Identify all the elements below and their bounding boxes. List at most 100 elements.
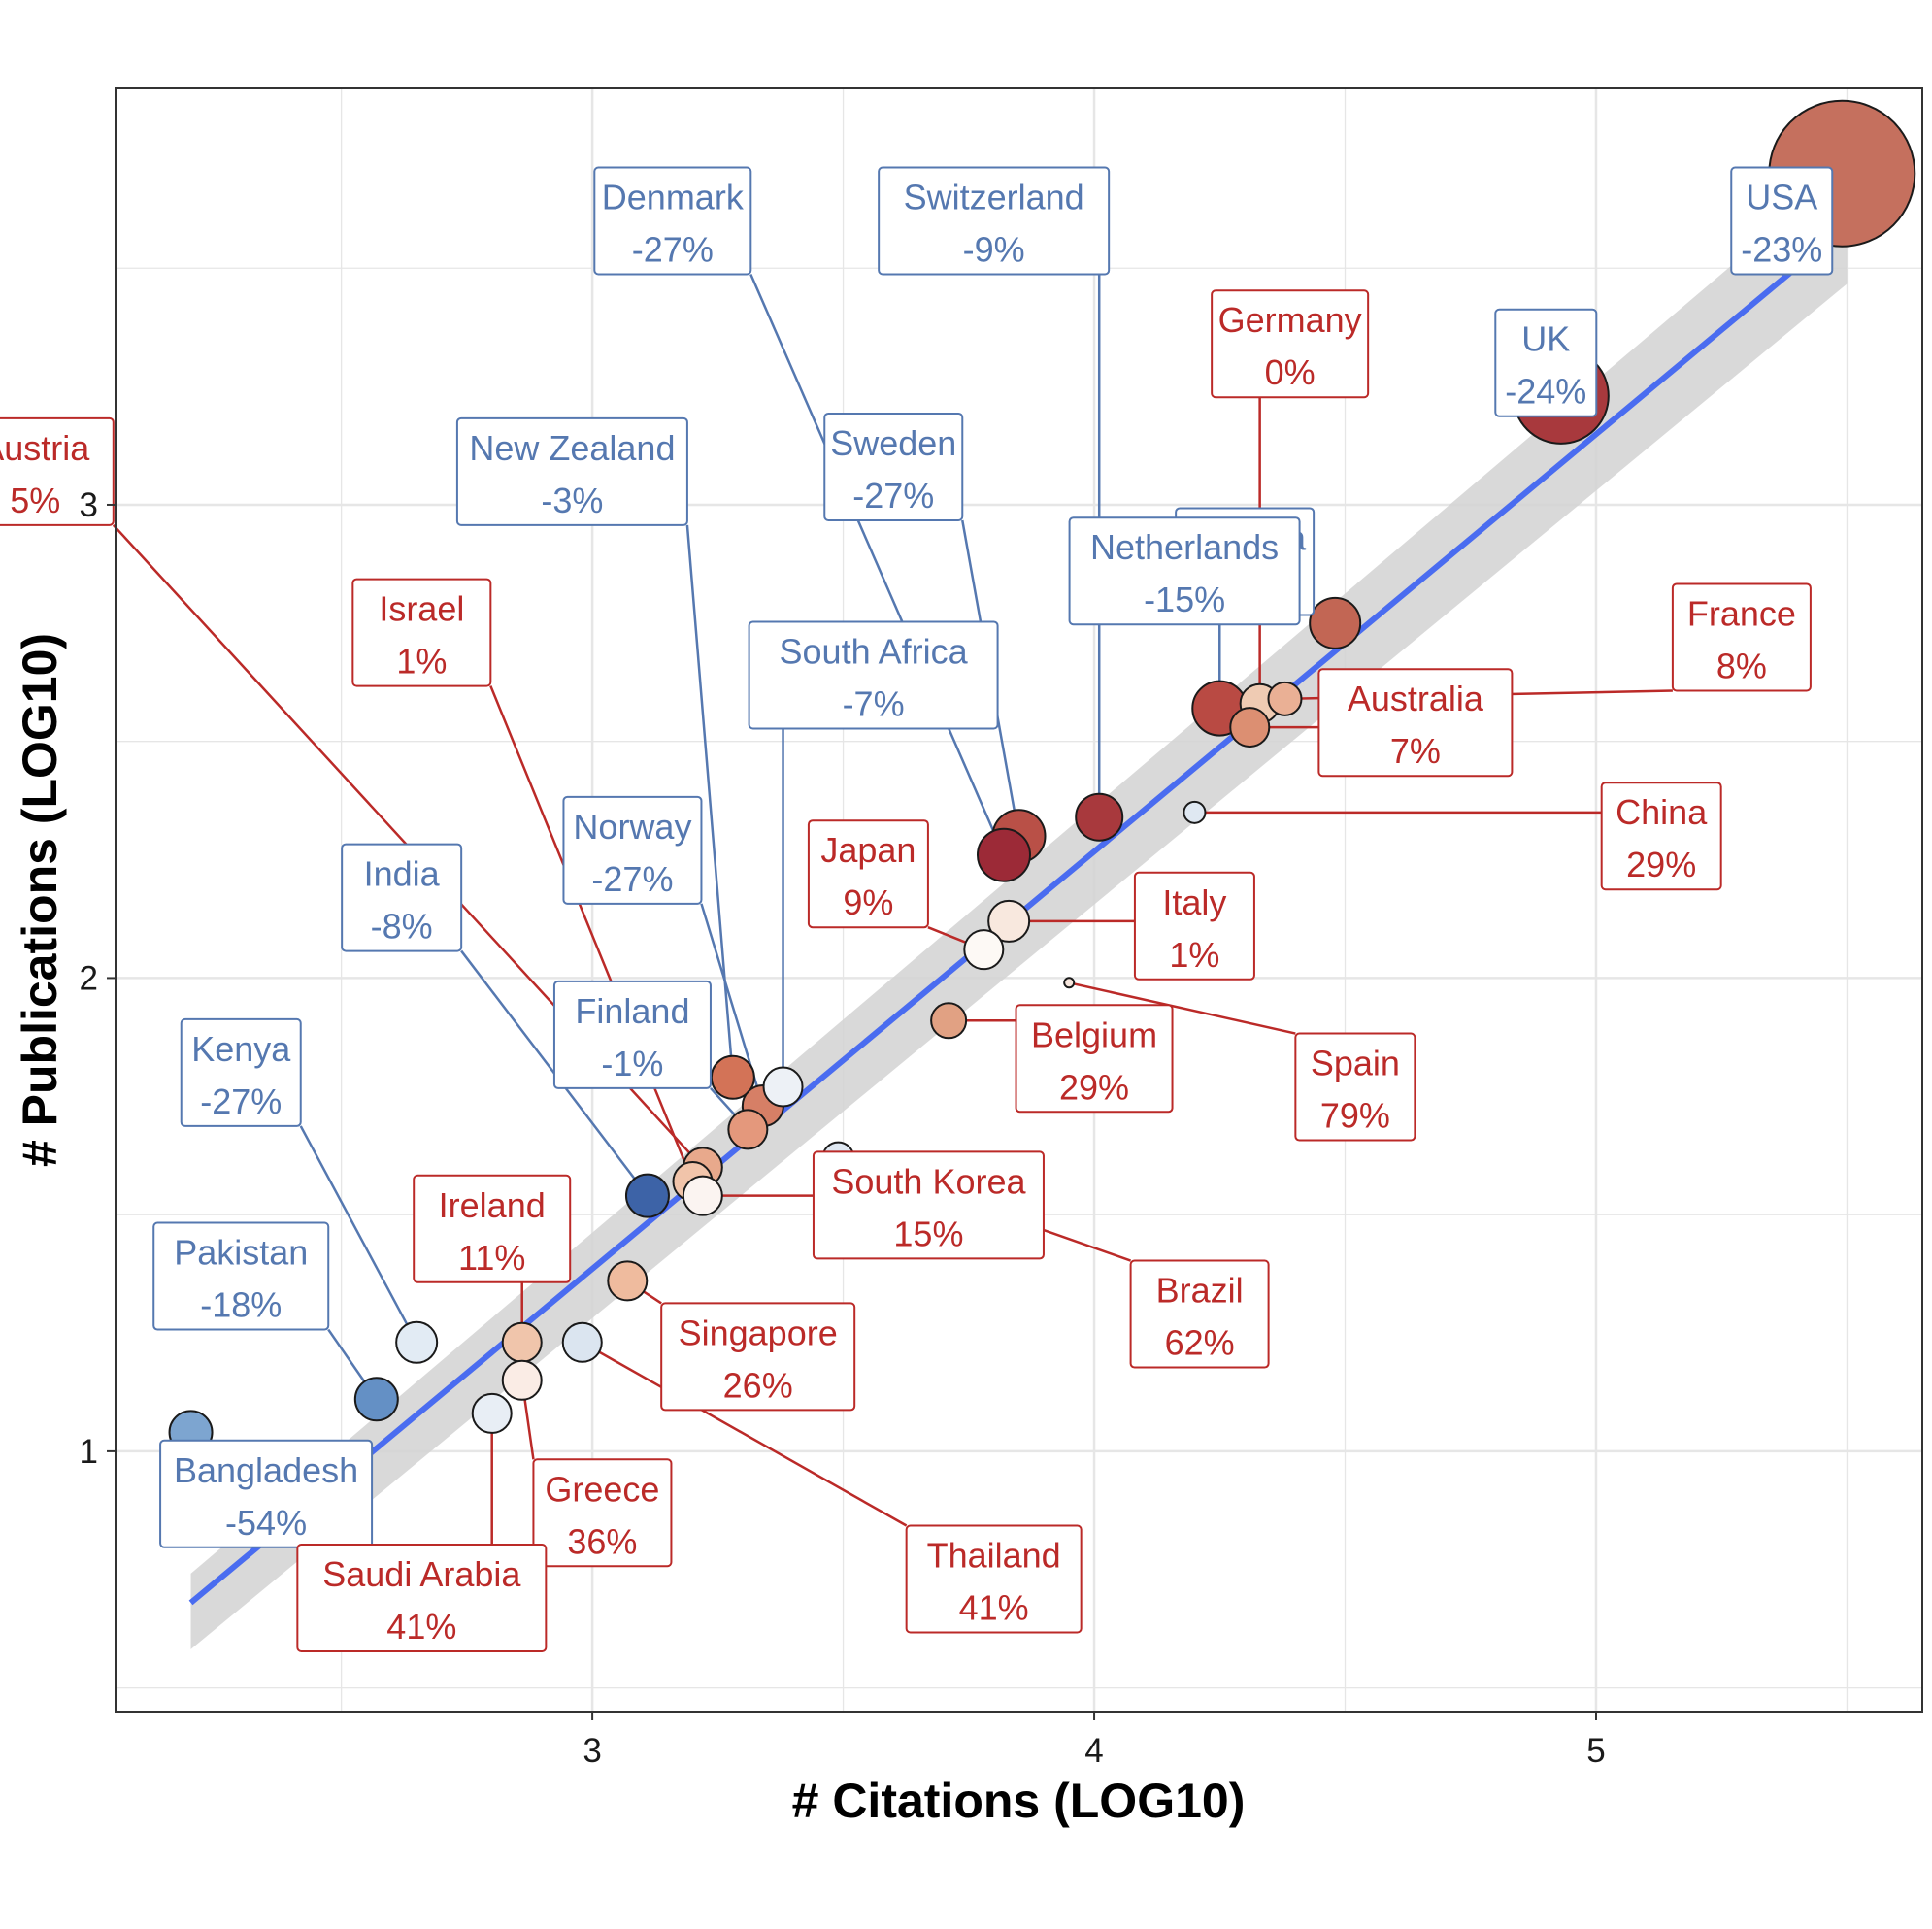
- change-value: 15%: [893, 1214, 963, 1253]
- label-box: [1730, 166, 1834, 276]
- country-name: India: [364, 854, 441, 894]
- label-box: [1129, 1259, 1270, 1369]
- country-name: Pakistan: [174, 1233, 308, 1273]
- label-box: [1133, 871, 1255, 981]
- label-box: [413, 1174, 572, 1283]
- label-australia: Australia 7%: [1317, 668, 1514, 778]
- country-name: Sweden: [830, 423, 956, 463]
- change-value: -9%: [963, 229, 1025, 269]
- label-singapore: Singapore 26%: [660, 1302, 856, 1412]
- label-ireland: Ireland 11%: [413, 1174, 572, 1283]
- label-box: [341, 843, 463, 952]
- label-box: [532, 1458, 673, 1568]
- label-box: [1068, 516, 1301, 626]
- plot-panel-border: [115, 87, 1923, 1713]
- change-value: 7%: [1390, 731, 1441, 771]
- leader-spain: [1068, 981, 1296, 1035]
- label-south-korea: South Korea 15%: [812, 1150, 1045, 1260]
- change-value: 79%: [1320, 1096, 1390, 1136]
- x-tick-label: 5: [1586, 1732, 1605, 1770]
- label-box: [552, 980, 712, 1089]
- country-name: Japan: [820, 830, 916, 870]
- label-box: [1494, 308, 1598, 417]
- point-switzerland: [1075, 792, 1124, 842]
- change-value: -1%: [601, 1044, 663, 1083]
- point-spain: [1063, 977, 1076, 989]
- label-box: [296, 1544, 548, 1653]
- change-value: 36%: [567, 1521, 637, 1561]
- label-box: [351, 578, 492, 687]
- x-axis-title: # Citations (LOG10): [792, 1774, 1246, 1828]
- change-value: -24%: [1505, 372, 1586, 412]
- label-box: [455, 416, 688, 526]
- label-belgium: Belgium 29%: [1015, 1004, 1174, 1114]
- country-name: Greece: [545, 1469, 659, 1509]
- label-box: [1600, 782, 1722, 891]
- label-box: [905, 1524, 1083, 1634]
- change-value: 5%: [10, 481, 60, 520]
- label-pakistan: Pakistan -18%: [152, 1221, 330, 1331]
- point-labels: USA-23%UK-24%Canada-8%Germany0%France8%N…: [0, 166, 1834, 1653]
- label-box: [562, 795, 703, 905]
- country-name: New Zealand: [469, 428, 675, 468]
- country-name: Thailand: [927, 1536, 1061, 1576]
- country-name: Switzerland: [904, 177, 1084, 216]
- label-box: [748, 620, 999, 730]
- point-south-africa: [762, 1066, 804, 1108]
- label-japan: Japan 9%: [807, 819, 929, 929]
- label-box: [823, 412, 964, 521]
- country-name: South Korea: [831, 1161, 1026, 1201]
- label-new-zealand: New Zealand -3%: [455, 416, 688, 526]
- country-name: Finland: [575, 991, 689, 1031]
- country-name: Singapore: [679, 1313, 838, 1352]
- label-austria: Austria 5%: [0, 416, 115, 526]
- label-india: India -8%: [341, 843, 463, 952]
- point-pakistan: [353, 1377, 399, 1422]
- label-sweden: Sweden -27%: [823, 412, 964, 521]
- label-saudi-arabia: Saudi Arabia 41%: [296, 1544, 548, 1653]
- x-tick-label: 4: [1084, 1732, 1103, 1770]
- label-south-africa: South Africa -7%: [748, 620, 999, 730]
- label-box: [660, 1302, 856, 1412]
- label-thailand: Thailand 41%: [905, 1524, 1083, 1634]
- country-name: Belgium: [1031, 1014, 1157, 1054]
- label-switzerland: Switzerland -9%: [878, 166, 1111, 276]
- point-denmark: [976, 827, 1031, 882]
- label-box: [812, 1150, 1045, 1260]
- change-value: -18%: [200, 1285, 282, 1325]
- label-norway: Norway -27%: [562, 795, 703, 905]
- point-australia: [1229, 707, 1271, 748]
- point-saudi-arabia: [471, 1392, 513, 1434]
- y-tick-label: 3: [80, 486, 98, 524]
- x-tick-label: 3: [583, 1732, 601, 1770]
- label-germany: Germany 0%: [1211, 289, 1370, 399]
- label-spain: Spain 79%: [1294, 1032, 1416, 1142]
- change-value: 26%: [723, 1365, 793, 1405]
- point-belgium: [930, 1002, 968, 1040]
- country-name: Denmark: [602, 177, 745, 216]
- change-value: -27%: [591, 859, 673, 899]
- label-usa: USA -23%: [1730, 166, 1834, 276]
- axis-ticks: 3 4 5 1 2 3: [80, 486, 1606, 1770]
- change-value: 8%: [1716, 646, 1767, 685]
- change-value: 29%: [1626, 845, 1696, 884]
- label-italy: Italy 1%: [1133, 871, 1255, 981]
- label-uk: UK -24%: [1494, 308, 1598, 417]
- change-value: -15%: [1144, 580, 1225, 619]
- point-italy: [987, 899, 1031, 943]
- label-box: [180, 1017, 302, 1127]
- label-box: [1671, 582, 1812, 692]
- label-box: [159, 1439, 374, 1548]
- country-name: USA: [1746, 177, 1817, 216]
- label-greece: Greece 36%: [532, 1458, 673, 1568]
- point-finland: [727, 1109, 769, 1150]
- label-box: [593, 166, 752, 276]
- country-name: Israel: [379, 589, 464, 629]
- change-value: 41%: [386, 1607, 456, 1646]
- country-name: Bangladesh: [174, 1450, 358, 1490]
- change-value: -7%: [843, 683, 905, 723]
- point-greece: [501, 1359, 543, 1401]
- change-value: -54%: [225, 1503, 307, 1543]
- label-netherlands: Netherlands -15%: [1068, 516, 1301, 626]
